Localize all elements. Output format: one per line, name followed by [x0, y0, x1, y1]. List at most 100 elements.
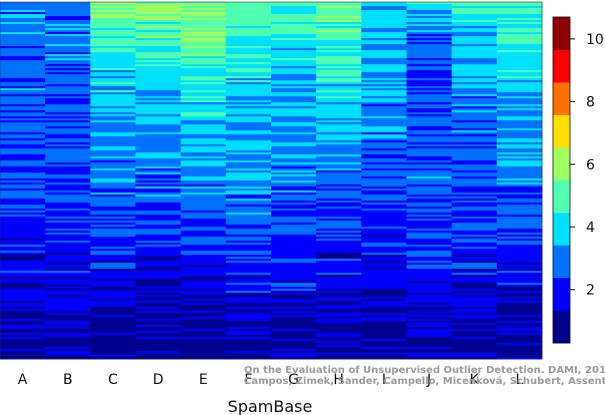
heatmap-cell — [406, 348, 453, 352]
heatmap-cell — [361, 214, 407, 218]
heatmap-cell — [0, 44, 46, 47]
heatmap-cell — [316, 332, 362, 336]
heatmap-cell — [361, 212, 407, 215]
heatmap-cell — [496, 84, 543, 87]
heatmap-cell — [0, 158, 46, 161]
heatmap-cell — [45, 336, 91, 340]
heatmap-cell — [451, 168, 498, 171]
heatmap-cell — [271, 130, 317, 133]
heatmap-cell — [361, 120, 407, 123]
heatmap-cell — [361, 318, 407, 322]
heatmap-cell — [135, 188, 182, 191]
heatmap-cell — [271, 66, 317, 69]
heatmap-cell — [225, 250, 272, 254]
heatmap-cell — [135, 42, 182, 45]
heatmap-cell — [451, 54, 498, 57]
heatmap-cell — [180, 40, 227, 43]
heatmap-cell — [361, 262, 407, 266]
heatmap-cell — [316, 68, 362, 71]
heatmap-cell — [225, 132, 272, 135]
heatmap-cell — [271, 162, 317, 165]
heatmap-cell — [180, 170, 227, 173]
heatmap-cell — [271, 240, 317, 244]
heatmap-cell — [496, 162, 543, 165]
heatmap-cell — [45, 212, 91, 215]
heatmap-cell — [0, 8, 46, 11]
heatmap-cell — [90, 138, 136, 141]
heatmap-cell — [271, 264, 317, 268]
heatmap-cell — [496, 290, 543, 294]
heatmap-cell — [45, 174, 91, 177]
heatmap-cell — [180, 114, 227, 117]
heatmap-cell — [316, 262, 362, 266]
heatmap-cell — [90, 182, 136, 185]
heatmap-cell — [180, 328, 227, 332]
heatmap-cell — [135, 94, 182, 97]
heatmap-cell — [45, 294, 91, 298]
heatmap-cell — [0, 166, 46, 169]
heatmap-cell — [361, 138, 407, 141]
heatmap-cell — [180, 198, 227, 201]
heatmap-cell — [180, 66, 227, 69]
heatmap-cell — [406, 182, 453, 185]
heatmap-cell — [90, 264, 136, 268]
heatmap-cell — [180, 204, 227, 207]
heatmap-cell — [90, 46, 136, 49]
heatmap-cell — [406, 192, 453, 195]
heatmap-cell — [496, 128, 543, 131]
heatmap-cell — [90, 10, 136, 13]
heatmap-cell — [225, 162, 272, 165]
heatmap-cell — [271, 2, 317, 5]
heatmap-cell — [496, 72, 543, 75]
heatmap-cell — [406, 30, 453, 33]
heatmap-cell — [180, 42, 227, 45]
heatmap-cell — [45, 348, 91, 352]
heatmap-cell — [271, 192, 317, 195]
heatmap-cell — [135, 344, 182, 348]
heatmap-cell — [135, 350, 182, 354]
heatmap-cell — [135, 136, 182, 139]
heatmap-cell — [90, 56, 136, 59]
heatmap-cell — [496, 78, 543, 81]
heatmap-cell — [271, 266, 317, 270]
heatmap-cell — [225, 352, 272, 356]
heatmap-cell — [90, 40, 136, 43]
heatmap-cell — [496, 292, 543, 296]
heatmap-cell — [361, 280, 407, 284]
heatmap-cell — [0, 94, 46, 97]
heatmap-cell — [271, 294, 317, 298]
heatmap-cell — [361, 304, 407, 308]
heatmap-cell — [135, 70, 182, 73]
heatmap-cell — [451, 318, 498, 322]
heatmap-cell — [135, 228, 182, 232]
heatmap-cell — [316, 270, 362, 274]
heatmap-cell — [90, 292, 136, 296]
heatmap-cell — [180, 92, 227, 95]
heatmap-cell — [451, 80, 498, 83]
heatmap-cell — [180, 72, 227, 75]
heatmap-cell — [271, 62, 317, 65]
heatmap-cell — [406, 248, 453, 252]
heatmap-cell — [406, 230, 453, 234]
heatmap-cell — [135, 154, 182, 157]
heatmap-cell — [406, 136, 453, 139]
heatmap-cell — [406, 146, 453, 149]
heatmap-cell — [90, 64, 136, 67]
heatmap-cell — [406, 142, 453, 145]
heatmap-cell — [90, 328, 136, 332]
heatmap-cell — [316, 114, 362, 117]
heatmap-cell — [180, 292, 227, 296]
heatmap-cell — [135, 264, 182, 268]
heatmap-cell — [361, 216, 407, 220]
heatmap-cell — [496, 294, 543, 298]
heatmap-cell — [451, 192, 498, 195]
heatmap-cell — [361, 202, 407, 205]
heatmap-cell — [180, 128, 227, 131]
heatmap-cell — [361, 248, 407, 252]
heatmap-cell — [451, 104, 498, 107]
heatmap-cell — [135, 220, 182, 224]
heatmap-cell — [225, 140, 272, 143]
heatmap-cell — [271, 126, 317, 129]
heatmap-cell — [451, 232, 498, 236]
heatmap-cell — [180, 94, 227, 97]
